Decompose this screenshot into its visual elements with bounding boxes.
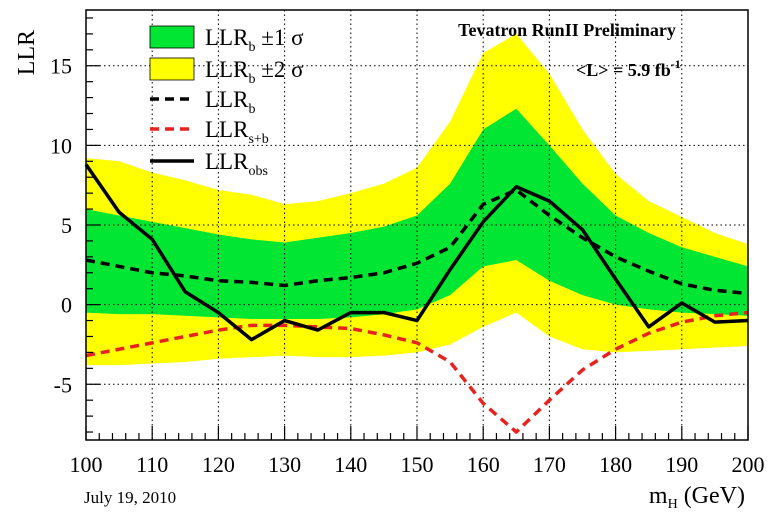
y-tick-label-0: -5 — [54, 372, 72, 397]
legend-label-b: LLRb — [205, 87, 255, 117]
x-tick-label-2: 120 — [202, 452, 235, 477]
x-tick-label-1: 110 — [136, 452, 168, 477]
y-tick-label-4: 15 — [50, 54, 72, 79]
y-tick-label-3: 10 — [50, 133, 72, 158]
x-axis-label-sub: H — [668, 497, 678, 512]
x-tick-label-7: 170 — [533, 452, 566, 477]
y-tick-label-1: 0 — [61, 293, 72, 318]
x-tick-label-6: 160 — [467, 452, 500, 477]
date-note: July 19, 2010 — [84, 488, 176, 507]
legend-label-obs: LLRobs — [205, 149, 268, 179]
tick-labels-layer: 100 110 120 130 140 150 160 170 180 190 200 -5 0 5 10 1… — [50, 54, 765, 477]
x-tick-label-4: 140 — [334, 452, 367, 477]
legend-label-b-2sigma: LLRb ±2 σ — [205, 57, 304, 87]
series-line-b — [85, 188, 749, 296]
x-tick-label-0: 100 — [70, 452, 103, 477]
y-axis-label: LLR — [14, 30, 40, 75]
x-tick-label-5: 150 — [401, 452, 434, 477]
y-tick-label-2: 5 — [61, 213, 72, 238]
x-tick-label-3: 130 — [268, 452, 301, 477]
x-axis-label-unit: (GeV) — [678, 483, 745, 509]
legend-label-splusb: LLRs+b — [205, 117, 269, 147]
x-tick-label-8: 180 — [599, 452, 632, 477]
legend-swatch-b-2sigma — [149, 57, 195, 81]
header-line-1: Tevatron RunII Preliminary — [458, 20, 676, 40]
header-line-2-main: <L> = 5.9 fb — [576, 60, 671, 80]
x-tick-label-9: 190 — [665, 452, 698, 477]
header-line-2-sup: -1 — [671, 57, 681, 71]
axes-layer — [85, 9, 749, 441]
x-axis-label: mH (GeV) — [649, 483, 745, 512]
legend-label-b-1sigma: LLRb ±1 σ — [205, 25, 304, 55]
legend-swatch-b-1sigma — [149, 25, 195, 49]
lines-layer — [84, 163, 749, 434]
x-axis-label-main: m — [649, 483, 668, 509]
band-one-sigma — [86, 108, 748, 319]
x-tick-label-10: 200 — [732, 452, 765, 477]
header-line-2: <L> = 5.9 fb-1 — [576, 57, 681, 80]
series-line-obs — [84, 163, 749, 342]
series-line-splusb — [85, 310, 749, 434]
